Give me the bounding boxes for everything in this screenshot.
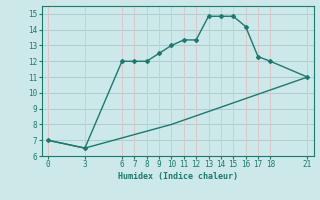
X-axis label: Humidex (Indice chaleur): Humidex (Indice chaleur)	[118, 172, 237, 181]
